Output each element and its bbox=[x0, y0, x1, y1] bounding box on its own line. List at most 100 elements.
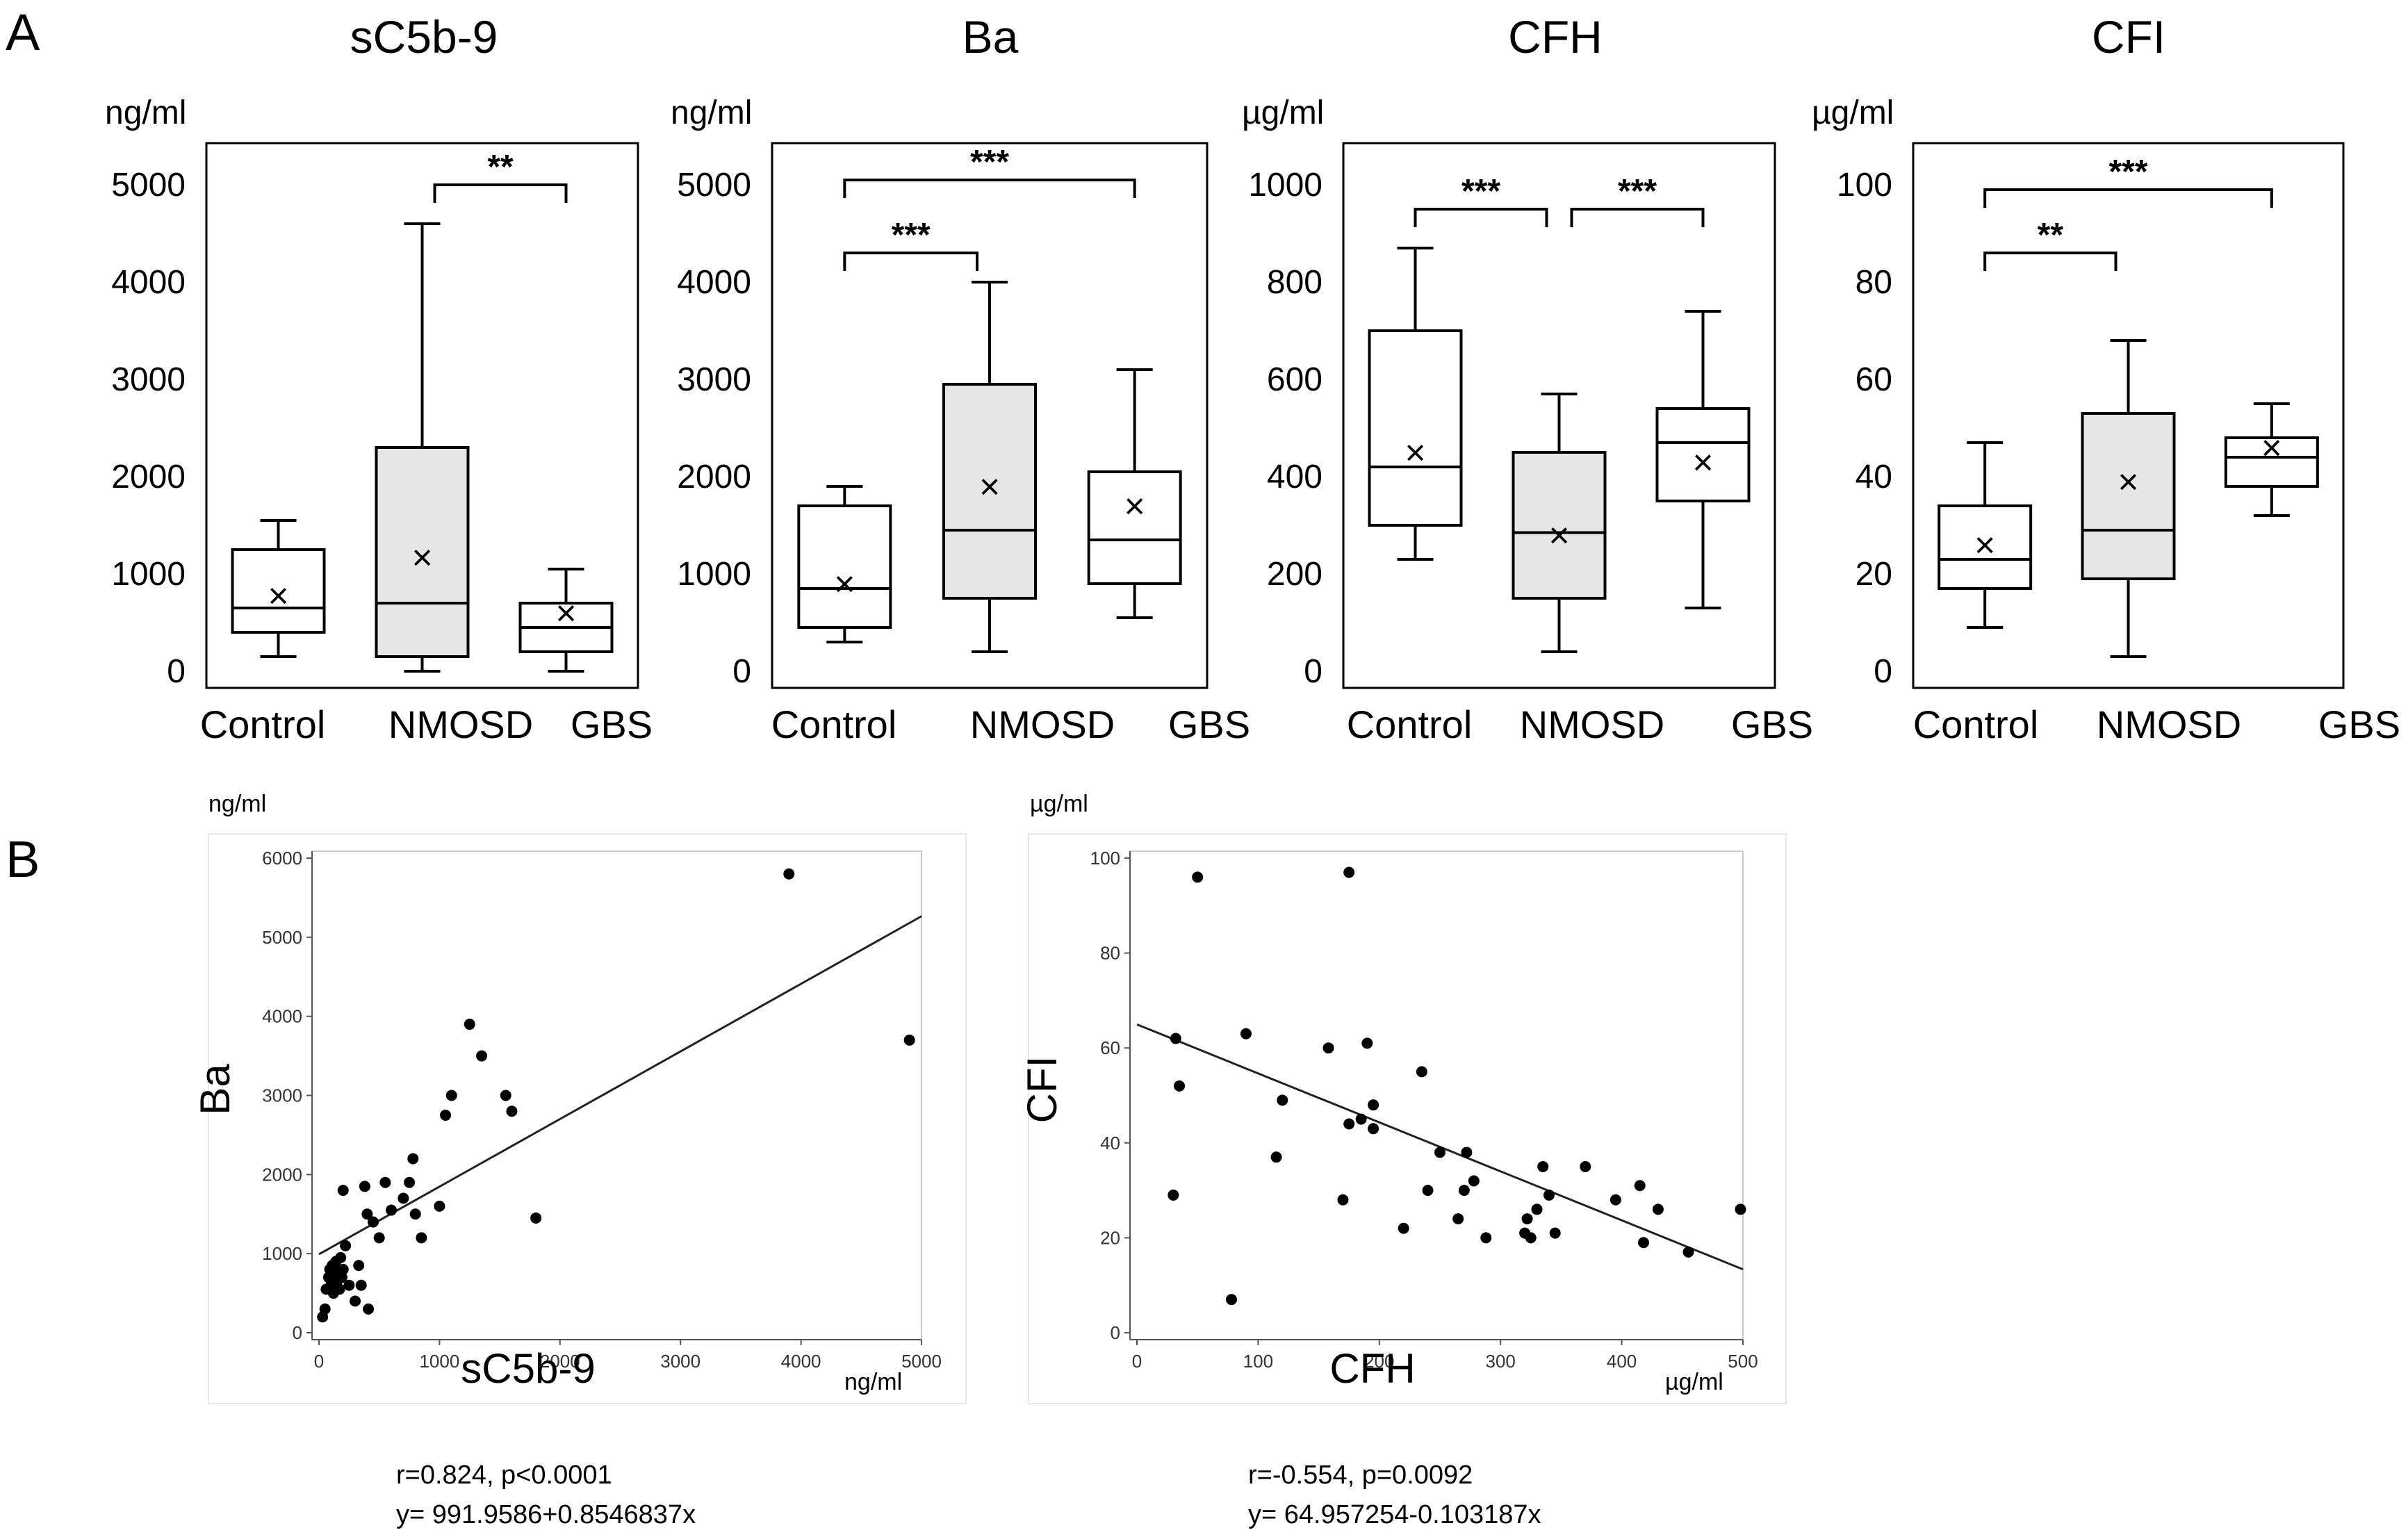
mean-marker: × bbox=[555, 593, 576, 634]
bracket-line bbox=[433, 183, 568, 203]
unit-label: µg/ml bbox=[1242, 94, 1324, 131]
iqr-box bbox=[1087, 470, 1182, 585]
mean-marker: × bbox=[979, 467, 1000, 507]
y-tick-label: 600 bbox=[1267, 361, 1322, 398]
data-point bbox=[379, 1176, 391, 1188]
data-point bbox=[1422, 1185, 1434, 1197]
significance-bracket: *** bbox=[1570, 173, 1705, 227]
y-tick-label: 3000 bbox=[677, 361, 751, 398]
y-tick-label: 400 bbox=[1267, 459, 1322, 495]
significance-stars: *** bbox=[892, 217, 931, 254]
data-point bbox=[1735, 1203, 1746, 1215]
iqr-box bbox=[1368, 329, 1463, 527]
unit-label: µg/ml bbox=[1812, 94, 1894, 131]
iqr-box bbox=[375, 446, 470, 658]
y-tick-label: 0 bbox=[1111, 1322, 1120, 1343]
y-tick-label: 5000 bbox=[262, 927, 302, 948]
data-point bbox=[335, 1251, 347, 1263]
data-point bbox=[903, 1034, 915, 1046]
data-point bbox=[1226, 1294, 1238, 1306]
y-tick-label: 1000 bbox=[262, 1243, 302, 1264]
significance-stars: *** bbox=[970, 144, 1009, 181]
box-nmosd: × bbox=[1512, 393, 1607, 653]
category-label: NMOSD bbox=[1520, 702, 1664, 746]
x-axis-title: CFH bbox=[1329, 1345, 1415, 1392]
category-label: GBS bbox=[1168, 702, 1250, 746]
y-unit-label: µg/ml bbox=[1030, 791, 1088, 817]
x-tick-label: 400 bbox=[1607, 1351, 1637, 1372]
x-tick-label: 0 bbox=[1132, 1351, 1142, 1372]
data-point bbox=[530, 1212, 542, 1224]
y-tick-label: 2000 bbox=[677, 459, 751, 495]
y-tick-label: 0 bbox=[732, 653, 751, 690]
x-tick-label: 1000 bbox=[419, 1351, 459, 1372]
data-point bbox=[1192, 871, 1204, 883]
data-point bbox=[350, 1295, 361, 1307]
data-point bbox=[409, 1208, 421, 1220]
y-tick-label: 4000 bbox=[262, 1006, 302, 1027]
data-point bbox=[1361, 1037, 1373, 1049]
category-label: GBS bbox=[2318, 702, 2400, 746]
data-point bbox=[1322, 1042, 1334, 1054]
category-label: GBS bbox=[571, 702, 653, 746]
data-point bbox=[386, 1204, 398, 1216]
data-point bbox=[1543, 1189, 1555, 1201]
chart-title: Ba bbox=[963, 11, 1019, 63]
data-point bbox=[334, 1283, 345, 1295]
bracket-line bbox=[843, 252, 978, 271]
chart-title: CFI bbox=[2092, 11, 2165, 63]
y-tick-label: 0 bbox=[167, 653, 186, 690]
bracket-line bbox=[1983, 252, 2118, 271]
plot-frame bbox=[1342, 142, 1776, 689]
outer-frame bbox=[208, 833, 967, 1404]
data-point bbox=[1468, 1175, 1480, 1187]
data-point bbox=[440, 1109, 452, 1121]
data-point bbox=[416, 1232, 427, 1244]
x-tick-label: 100 bbox=[1243, 1351, 1273, 1372]
data-point bbox=[445, 1090, 457, 1101]
data-point bbox=[1652, 1203, 1664, 1215]
data-point bbox=[1277, 1094, 1288, 1106]
data-point bbox=[343, 1279, 355, 1291]
data-point bbox=[404, 1176, 416, 1188]
data-point bbox=[1458, 1185, 1470, 1197]
data-point bbox=[340, 1240, 352, 1251]
bracket-line bbox=[843, 179, 1136, 198]
category-label: NMOSD bbox=[2097, 702, 2241, 746]
y-tick-label: 6000 bbox=[262, 848, 302, 869]
data-point bbox=[407, 1153, 419, 1165]
data-point bbox=[434, 1200, 445, 1212]
data-point bbox=[1168, 1189, 1179, 1201]
regression-line bbox=[318, 915, 922, 1256]
y-tick-label: 20 bbox=[1100, 1227, 1120, 1248]
data-point bbox=[1416, 1066, 1427, 1078]
y-axis-title: CFI bbox=[1019, 1056, 1065, 1124]
y-tick-label: 100 bbox=[1837, 167, 1892, 204]
box-control: × bbox=[231, 519, 326, 658]
box-gbs: × bbox=[1087, 368, 1182, 619]
y-tick-label: 0 bbox=[1874, 653, 1892, 690]
y-tick-label: 20 bbox=[1856, 556, 1892, 593]
data-point bbox=[500, 1090, 511, 1101]
significance-bracket: *** bbox=[843, 144, 1136, 198]
box-nmosd: × bbox=[942, 281, 1037, 653]
box-control: × bbox=[1938, 441, 2033, 629]
significance-bracket: *** bbox=[843, 217, 978, 271]
iqr-box bbox=[797, 504, 892, 629]
significance-bracket: *** bbox=[1983, 154, 2273, 208]
significance-stars: ** bbox=[2038, 217, 2064, 254]
data-point bbox=[1634, 1180, 1646, 1192]
data-point bbox=[1398, 1222, 1409, 1234]
significance-stars: *** bbox=[1461, 173, 1500, 210]
y-tick-label: 1000 bbox=[677, 556, 751, 593]
significance-bracket: ** bbox=[1983, 217, 2118, 271]
data-point bbox=[319, 1303, 331, 1315]
significance-bracket: ** bbox=[433, 149, 568, 203]
plot-frame bbox=[1912, 142, 2345, 689]
plot-frame bbox=[311, 850, 922, 1340]
category-label: GBS bbox=[1731, 702, 1813, 746]
data-point bbox=[359, 1181, 370, 1192]
unit-label: ng/ml bbox=[105, 94, 186, 131]
